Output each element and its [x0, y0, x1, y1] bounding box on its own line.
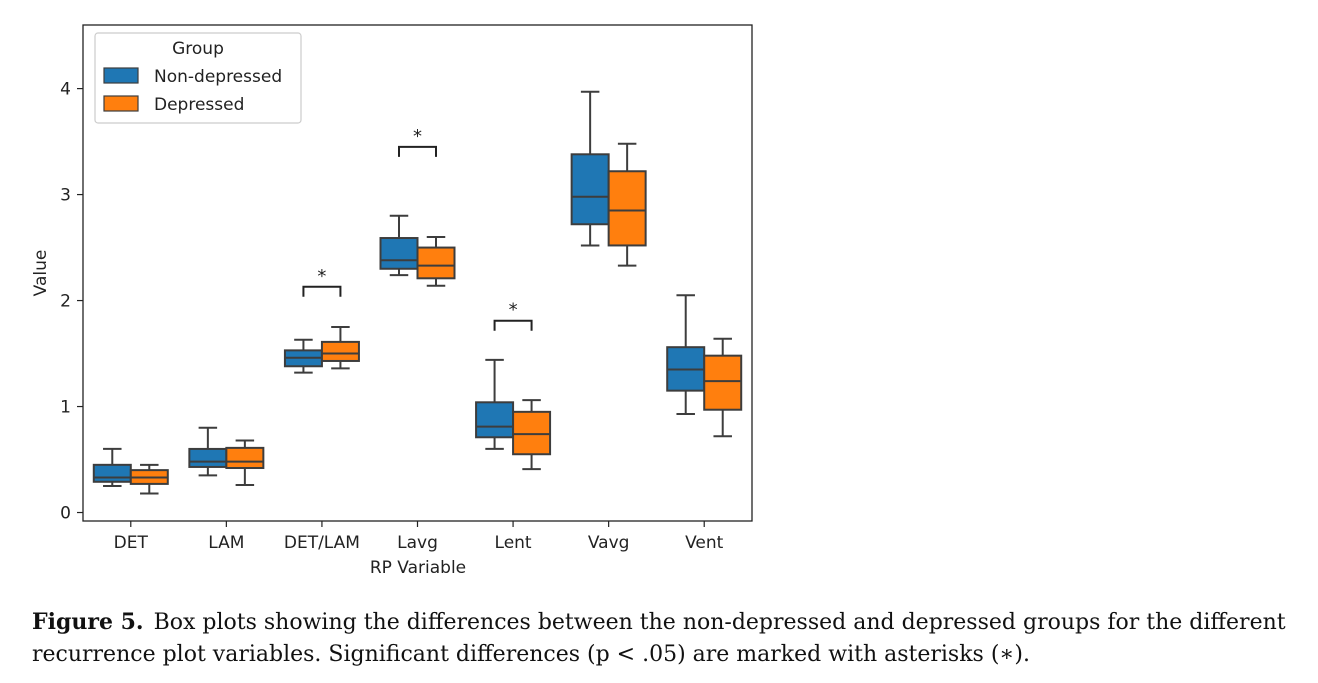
- significance-star: *: [317, 266, 326, 287]
- legend-title: Group: [172, 39, 224, 59]
- box-non-depressed: [92, 447, 132, 488]
- box-non-depressed: [188, 426, 228, 477]
- box-depressed: [225, 439, 265, 486]
- figure-label: Figure 5.: [32, 609, 144, 635]
- box-depressed: [129, 463, 169, 495]
- box-body: [188, 447, 228, 468]
- significance-star: *: [509, 300, 518, 321]
- box-non-depressed: [475, 358, 515, 450]
- box-body: [475, 401, 515, 439]
- box-non-depressed: [379, 214, 419, 277]
- significance-bracket: *: [398, 126, 437, 157]
- y-tick-label: 1: [60, 398, 71, 418]
- y-tick-label: 0: [60, 504, 71, 524]
- box-non-depressed: [666, 294, 706, 415]
- y-axis-title: Value: [31, 250, 51, 297]
- box-depressed: [607, 142, 647, 267]
- bracket-line: [493, 319, 533, 331]
- y-tick-label: 2: [60, 292, 71, 312]
- box-body: [379, 237, 419, 270]
- box-body: [320, 340, 360, 362]
- legend-entry-non-depressed: Non-depressed: [154, 67, 282, 87]
- significance-bracket: *: [302, 266, 342, 297]
- x-tick-label: Lavg: [397, 533, 438, 553]
- box-plot-chart: 0 1 2 3 4 DET LAM DET/LAM Lavg Lent Vavg Vent * ** …: [31, 24, 753, 578]
- x-tick-label: Vent: [685, 533, 724, 553]
- x-tick-label: Vavg: [588, 533, 630, 553]
- box-body: [512, 410, 552, 456]
- bracket-line: [398, 145, 437, 157]
- box-body: [92, 463, 132, 483]
- significance-bracket: *: [493, 300, 533, 331]
- significance-star: *: [413, 126, 422, 147]
- box-body: [416, 246, 456, 280]
- box-depressed: [320, 326, 360, 370]
- legend-frame: [94, 32, 302, 124]
- box-body: [570, 153, 610, 226]
- bracket-line: [302, 285, 342, 297]
- legend-swatch-depressed: [103, 95, 139, 112]
- y-tick-label: 3: [60, 186, 71, 206]
- y-tick-label: 4: [60, 80, 71, 100]
- x-tick-label: LAM: [208, 533, 244, 553]
- y-axis: 0 1 2 3 4: [60, 80, 83, 524]
- legend-entry-depressed: Depressed: [154, 95, 244, 115]
- x-tick-label: DET: [114, 533, 149, 553]
- x-tick-label: DET/LAM: [284, 533, 360, 553]
- x-axis: DET LAM DET/LAM Lavg Lent Vavg Vent: [114, 521, 724, 553]
- legend: Group Non-depressed Depressed: [94, 32, 302, 124]
- legend-swatch-non-depressed: [103, 67, 139, 84]
- box-body: [607, 170, 647, 247]
- x-tick-label: Lent: [495, 533, 532, 553]
- box-body: [225, 446, 265, 470]
- box-body: [703, 354, 743, 411]
- x-axis-title: RP Variable: [370, 558, 466, 578]
- box-depressed: [416, 235, 456, 287]
- box-non-depressed: [570, 90, 610, 247]
- box-depressed: [703, 337, 743, 438]
- caption-text: Box plots showing the differences betwee…: [32, 610, 1286, 667]
- box-depressed: [512, 399, 552, 471]
- figure-caption: Figure 5. Box plots showing the differenc…: [32, 606, 1307, 671]
- box-series: [92, 90, 743, 495]
- box-non-depressed: [283, 338, 323, 374]
- significance-annotations: * * *: [302, 126, 533, 331]
